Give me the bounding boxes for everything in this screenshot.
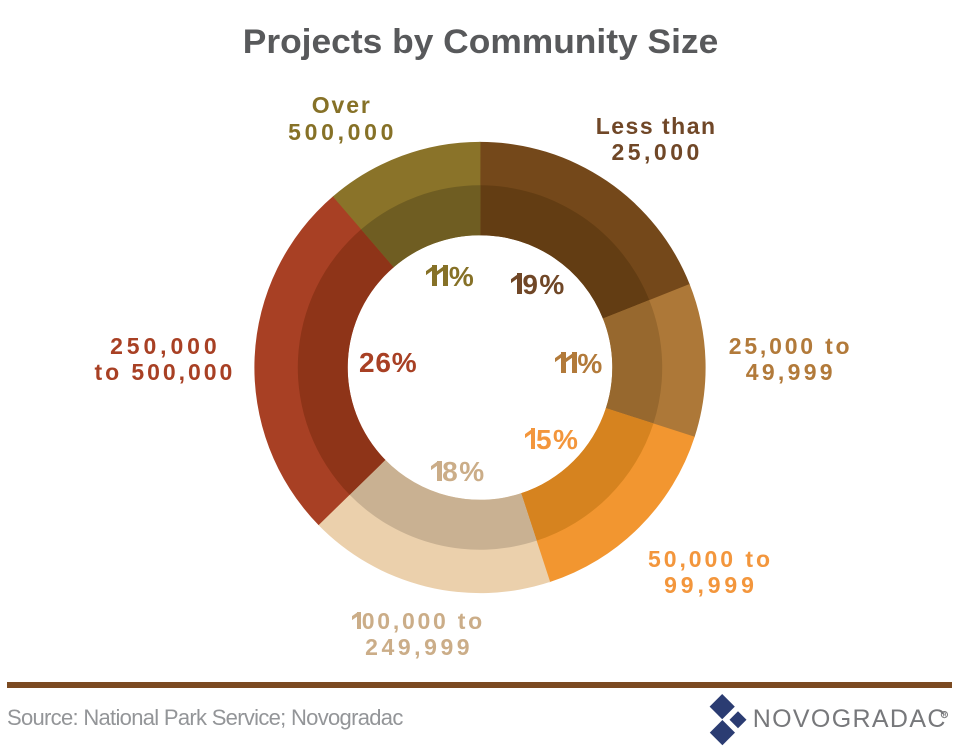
svg-text:R: R xyxy=(943,712,947,718)
